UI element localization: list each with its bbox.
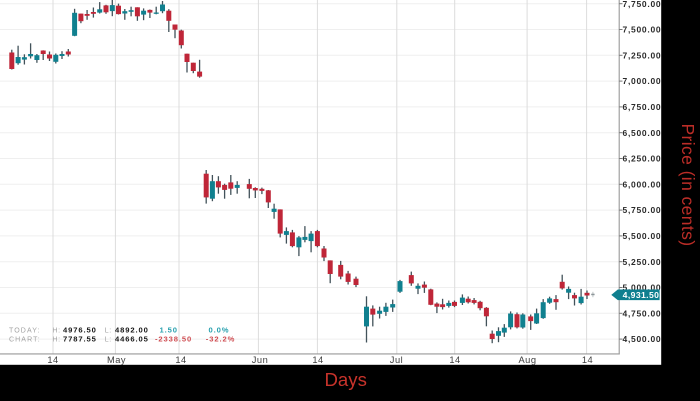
svg-text:6,750.00: 6,750.00 <box>623 102 662 112</box>
svg-text:Jun: Jun <box>252 355 269 365</box>
svg-text:L:: L: <box>105 336 112 343</box>
svg-text:7787.55: 7787.55 <box>63 334 97 343</box>
svg-text:14: 14 <box>312 355 323 365</box>
svg-text:14: 14 <box>449 355 460 365</box>
svg-text:6,000.00: 6,000.00 <box>623 179 662 189</box>
svg-text:4466.05: 4466.05 <box>115 334 149 343</box>
svg-text:7,500.00: 7,500.00 <box>623 25 662 35</box>
svg-text:4892.00: 4892.00 <box>115 325 149 334</box>
svg-text:7,000.00: 7,000.00 <box>623 76 662 86</box>
svg-text:H:: H: <box>53 336 61 343</box>
svg-text:4,750.00: 4,750.00 <box>623 308 662 318</box>
svg-text:CHART:: CHART: <box>9 336 41 343</box>
svg-text:7,750.00: 7,750.00 <box>623 0 662 9</box>
svg-text:14: 14 <box>47 355 58 365</box>
svg-text:5,750.00: 5,750.00 <box>623 205 662 215</box>
svg-text:Aug: Aug <box>518 355 536 365</box>
svg-text:TODAY:: TODAY: <box>9 327 41 334</box>
svg-text:5,250.00: 5,250.00 <box>623 257 662 267</box>
svg-text:-2338.50: -2338.50 <box>155 334 192 343</box>
svg-text:14: 14 <box>175 355 186 365</box>
svg-text:4976.50: 4976.50 <box>63 325 97 334</box>
svg-text:Price (in cents): Price (in cents) <box>678 123 698 246</box>
svg-text:H:: H: <box>53 327 61 334</box>
svg-text:1.50: 1.50 <box>160 325 178 334</box>
svg-text:5,000.00: 5,000.00 <box>623 283 662 293</box>
svg-text:6,500.00: 6,500.00 <box>623 128 662 138</box>
svg-text:4,500.00: 4,500.00 <box>623 334 662 344</box>
svg-text:May: May <box>107 355 126 365</box>
svg-text:Jul: Jul <box>390 355 403 365</box>
svg-text:-32.2%: -32.2% <box>206 334 235 343</box>
svg-text:0.0%: 0.0% <box>209 325 230 334</box>
svg-text:L:: L: <box>105 327 112 334</box>
svg-text:5,500.00: 5,500.00 <box>623 231 662 241</box>
svg-text:4,931.50: 4,931.50 <box>623 290 660 300</box>
svg-text:14: 14 <box>582 355 593 365</box>
svg-text:6,250.00: 6,250.00 <box>623 154 662 164</box>
svg-text:Days: Days <box>325 369 367 390</box>
svg-text:7,250.00: 7,250.00 <box>623 50 662 60</box>
